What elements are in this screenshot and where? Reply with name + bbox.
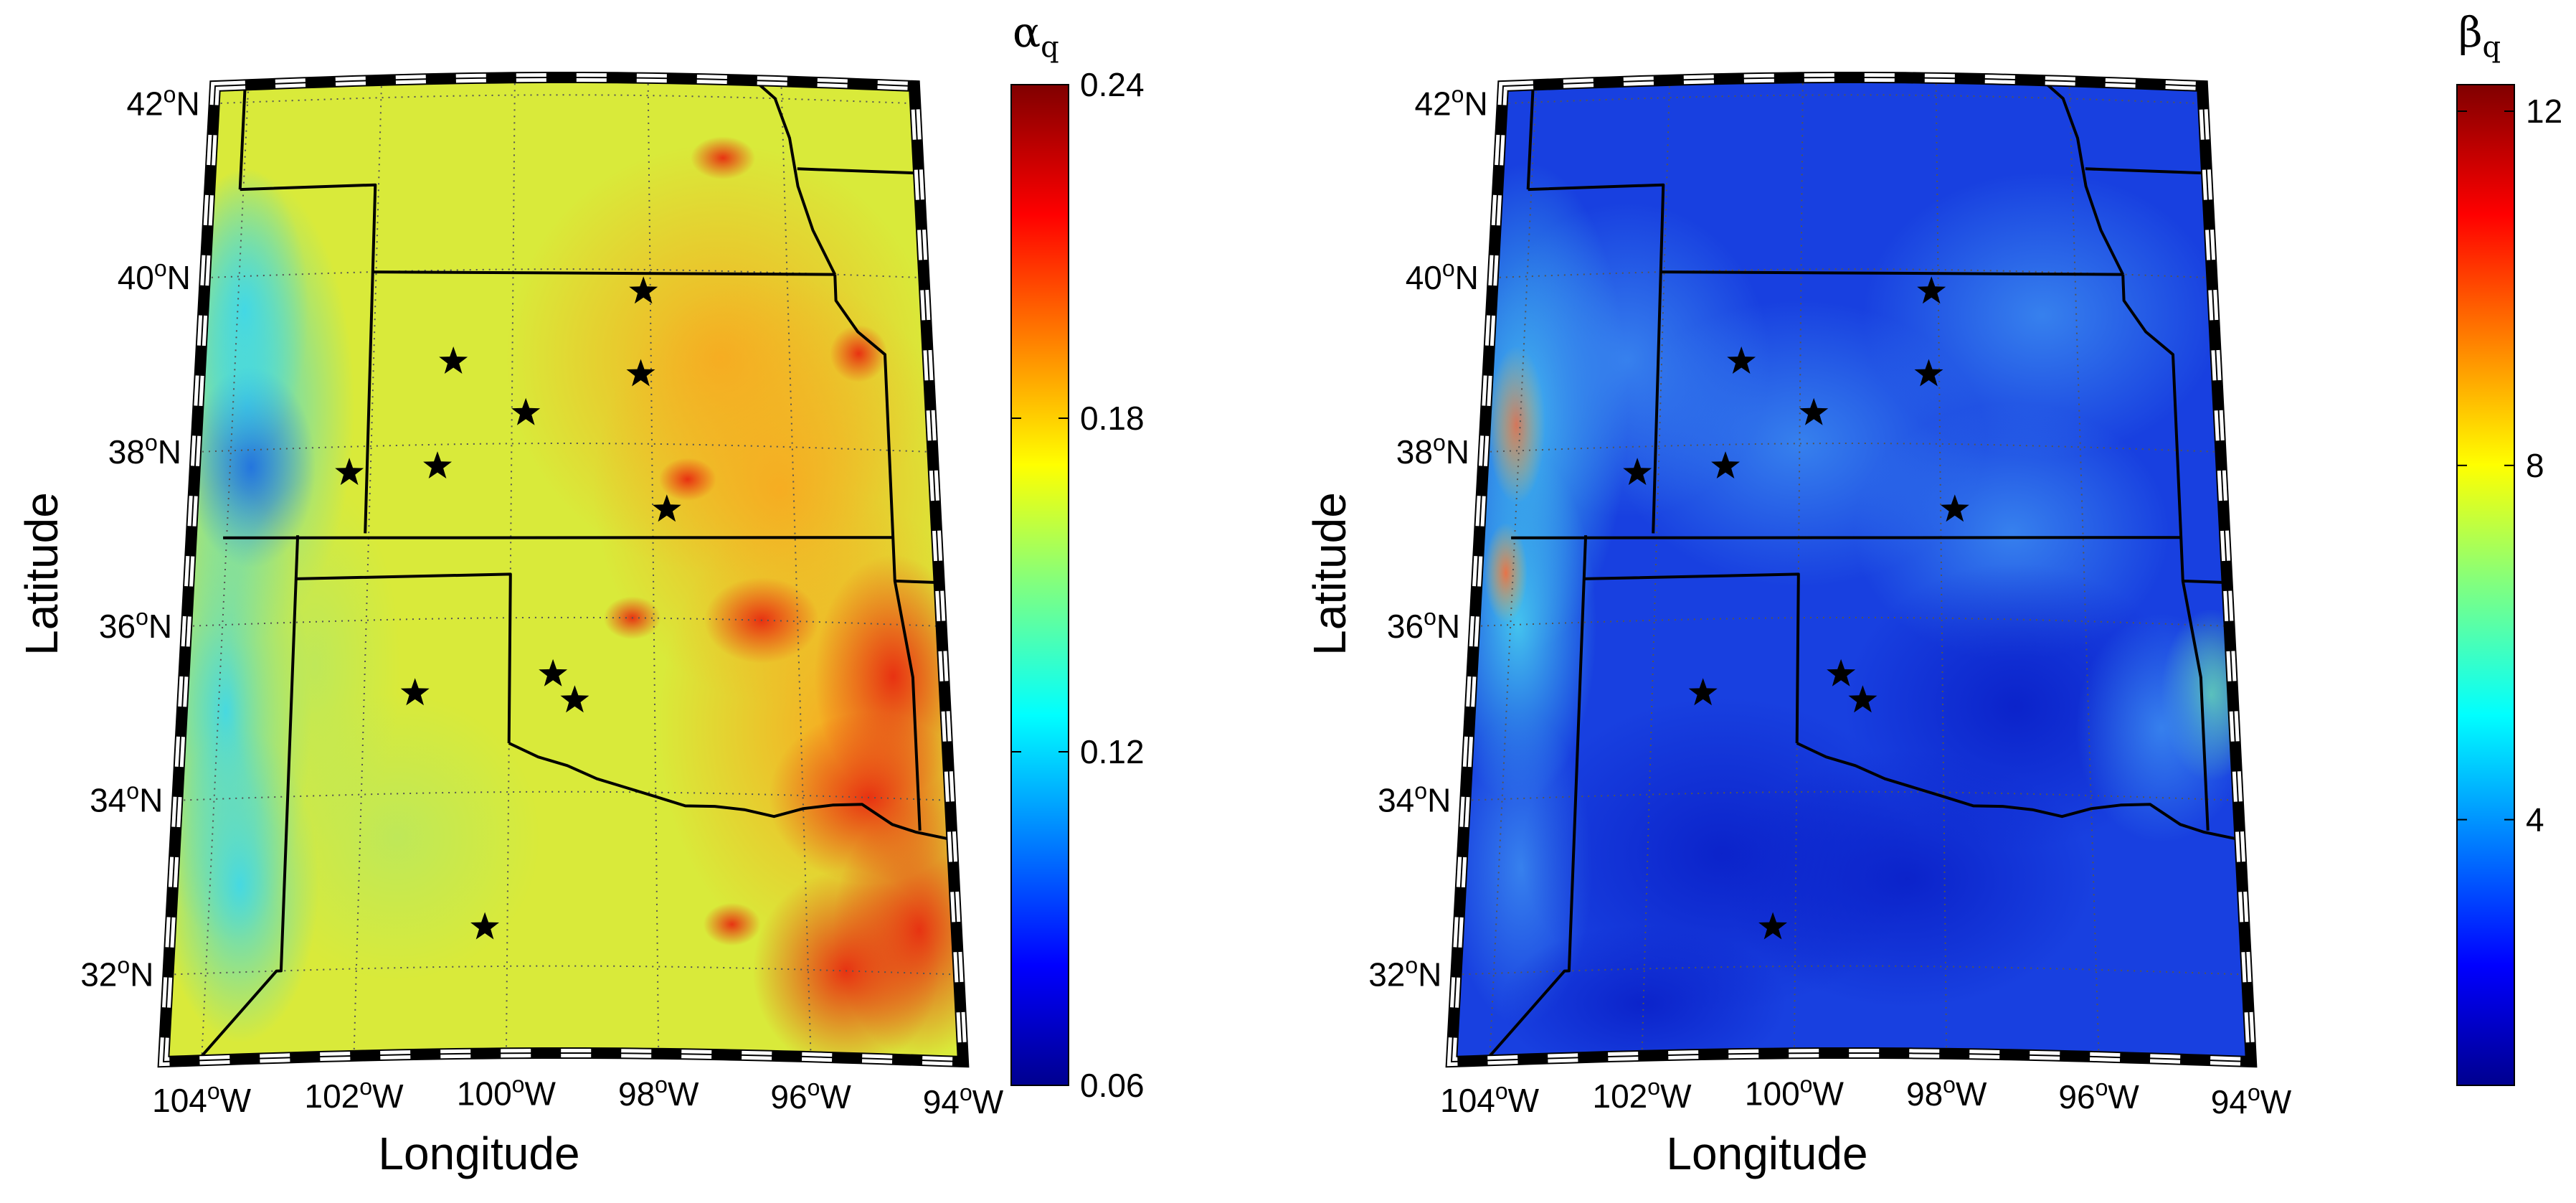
- state-border: [1583, 572, 1800, 744]
- state-border: [894, 579, 939, 585]
- station-star: [629, 276, 658, 304]
- colorbar-beta-ticks: 12 8 4: [2457, 93, 2562, 839]
- map-frame: [1445, 72, 2258, 1068]
- alpha-map-area: [164, 77, 963, 1062]
- station-star: [1914, 359, 1943, 387]
- latitude-tick-label: 36oN: [1387, 604, 1460, 645]
- latitude-tick-label: 42oN: [126, 81, 199, 122]
- station-star: [1711, 451, 1740, 478]
- latitude-tick-label: 36oN: [99, 604, 172, 645]
- station-star: [626, 359, 655, 387]
- beta-map-area: [1452, 77, 2251, 1062]
- colorbar-alpha: [1010, 84, 1069, 1086]
- latitude-tick-label: 32oN: [1368, 953, 1441, 994]
- state-border: [1526, 85, 1535, 190]
- station-star: [1799, 397, 1829, 425]
- station-star: [1917, 276, 1946, 304]
- map-frame: [157, 72, 970, 1068]
- y-axis-label: Latitude: [16, 492, 67, 656]
- station-star: [1758, 912, 1787, 940]
- alpha-map-panel: 42oN 40oN 38oN 36oN 34oN 32oN 104oW 102oW 100oW 9…: [16, 8, 1145, 1179]
- latitude-tick-label: 38oN: [1396, 430, 1469, 471]
- longitude-tick-label: 94oW: [923, 1080, 1004, 1121]
- state-border: [295, 572, 512, 744]
- colorbar-tick-label: 4: [2526, 801, 2544, 839]
- state-border: [2085, 167, 2207, 175]
- longitude-tick-label: 98oW: [618, 1072, 699, 1113]
- y-axis-label: Latitude: [1304, 492, 1355, 656]
- colorbar-tick-label: 0.06: [1080, 1067, 1145, 1104]
- latitude-tick-label: 34oN: [1378, 778, 1451, 819]
- map-tick-labels: 42oN 40oN 38oN 36oN 34oN 32oN 104oW 102oW 100oW 9…: [1368, 81, 2292, 1121]
- station-markers: [1623, 276, 1969, 940]
- state-border: [196, 535, 300, 1062]
- station-star: [511, 397, 541, 425]
- station-star: [1688, 678, 1718, 706]
- longitude-tick-label: 96oW: [770, 1075, 851, 1115]
- colorbar-tick-label: 0.12: [1080, 733, 1145, 770]
- state-border: [2182, 579, 2227, 585]
- colorbar-alpha-title: αq: [1013, 8, 1059, 64]
- state-border: [797, 167, 919, 175]
- latitude-tick-label: 40oN: [1406, 255, 1479, 296]
- state-border: [223, 536, 894, 539]
- state-border: [1528, 183, 1665, 534]
- colorbar-alpha-ticks: 0.24 0.18 0.12 0.06: [1011, 66, 1145, 1104]
- latitude-tick-label: 40oN: [118, 255, 191, 296]
- station-star: [1727, 346, 1756, 374]
- latitude-tick-label: 32oN: [80, 953, 153, 994]
- state-border: [2041, 79, 2124, 275]
- colorbar-tick-label: 8: [2526, 447, 2544, 484]
- alpha-map-figure: 42oN 40oN 38oN 36oN 34oN 32oN 104oW 102oW 100oW 9…: [16, 8, 1145, 1179]
- station-star: [423, 451, 452, 478]
- state-border: [1511, 536, 2182, 539]
- longitude-tick-label: 104oW: [152, 1078, 252, 1119]
- colorbar-beta: [2456, 84, 2515, 1086]
- latitude-tick-label: 42oN: [1414, 81, 1487, 122]
- latitude-tick-label: 34oN: [90, 778, 163, 819]
- colorbar-tick-label: 0.18: [1080, 400, 1145, 437]
- colorbar-beta-title: βq: [2458, 8, 2501, 64]
- map-tick-labels: 42oN 40oN 38oN 36oN 34oN 32oN 104oW 102oW 100oW 9…: [80, 81, 1004, 1121]
- latitude-tick-label: 38oN: [108, 430, 181, 471]
- longitude-tick-label: 100oW: [457, 1071, 557, 1112]
- state-border: [833, 274, 922, 831]
- station-star: [470, 912, 499, 940]
- longitude-tick-label: 102oW: [305, 1074, 404, 1115]
- colorbar-tick-label: 0.24: [1080, 66, 1145, 103]
- station-star: [1623, 458, 1652, 486]
- state-border: [238, 85, 247, 190]
- longitude-tick-label: 102oW: [1593, 1074, 1692, 1115]
- state-border: [1660, 270, 2123, 276]
- state-border: [2121, 274, 2210, 831]
- x-axis-label: Longitude: [1666, 1128, 1867, 1179]
- state-border: [240, 183, 377, 534]
- station-star: [539, 659, 568, 687]
- beta-map-panel: 42oN 40oN 38oN 36oN 34oN 32oN 104oW 102oW 100oW 9…: [1288, 0, 2576, 1203]
- state-border: [1484, 535, 1588, 1062]
- longitude-tick-label: 100oW: [1745, 1071, 1845, 1112]
- station-star: [652, 494, 681, 522]
- station-star: [335, 458, 364, 486]
- state-border: [372, 270, 835, 276]
- longitude-tick-label: 104oW: [1440, 1078, 1540, 1119]
- state-border: [1796, 742, 2240, 841]
- station-star: [1848, 685, 1877, 713]
- state-borders: [1484, 79, 2240, 1062]
- station-star: [439, 346, 468, 374]
- longitude-tick-label: 94oW: [2211, 1080, 2292, 1121]
- longitude-tick-label: 96oW: [2058, 1075, 2139, 1115]
- station-star: [400, 678, 430, 706]
- state-borders: [196, 79, 952, 1062]
- station-star: [1940, 494, 1969, 522]
- station-markers: [335, 276, 681, 940]
- beta-map-figure: 42oN 40oN 38oN 36oN 34oN 32oN 104oW 102oW 100oW 9…: [1304, 8, 2562, 1179]
- colorbar-tick-label: 12: [2526, 93, 2562, 130]
- longitude-tick-label: 98oW: [1906, 1072, 1987, 1113]
- station-star: [560, 685, 589, 713]
- x-axis-label: Longitude: [378, 1128, 579, 1179]
- state-border: [753, 79, 836, 275]
- state-border: [508, 742, 952, 841]
- station-star: [1827, 659, 1856, 687]
